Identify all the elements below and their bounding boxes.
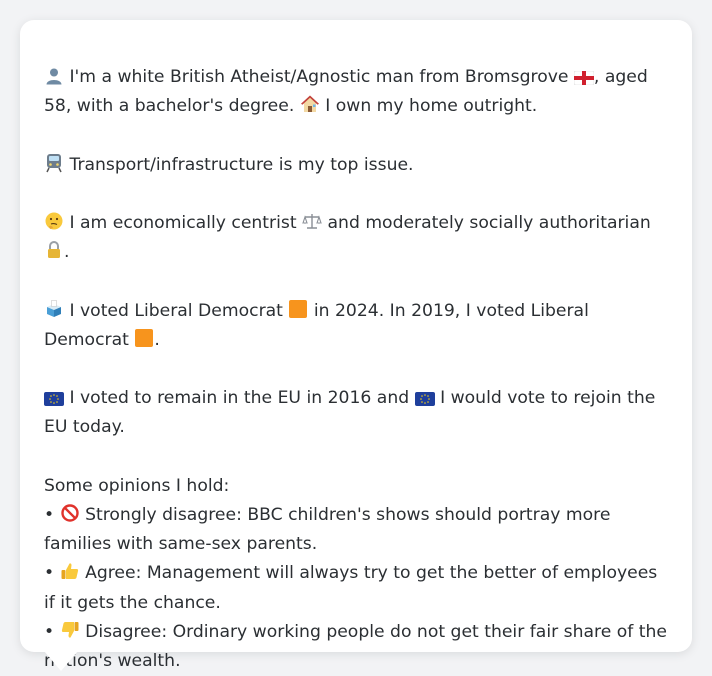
eu-text-b: I would vote to rejoin the EU today.: [44, 388, 656, 438]
orange-square-icon: [288, 299, 308, 319]
thinking-face-icon: [44, 211, 64, 231]
ideology-paragraph: I am economically centrist and moderatel…: [44, 209, 668, 267]
opinion-item: • Disagree: Ordinary working people do n…: [44, 618, 668, 676]
balance-scale-icon: [302, 211, 322, 231]
prohibited-icon: [60, 503, 80, 523]
bullet: •: [44, 504, 55, 525]
issue-paragraph: Transport/infrastructure is my top issue…: [44, 151, 668, 180]
opinion-text: Agree: Management will always try to get…: [44, 563, 658, 613]
house-icon: [300, 94, 320, 114]
thumbs-up-icon: [60, 561, 80, 581]
ballot-box-icon: [44, 299, 64, 319]
opinion-text: Disagree: Ordinary working people do not…: [44, 621, 667, 671]
spacer: [44, 443, 668, 472]
profile-card: I'm a white British Atheist/Agnostic man…: [20, 20, 692, 671]
intro-paragraph: I'm a white British Atheist/Agnostic man…: [44, 63, 668, 121]
ideology-text-c: .: [64, 242, 70, 263]
votes-paragraph: I voted Liberal Democrat in 2024. In 201…: [44, 297, 668, 355]
spacer: [44, 267, 668, 296]
orange-square-icon: [134, 328, 154, 348]
opinion-text: Strongly disagree: BBC children's shows …: [44, 504, 611, 555]
eu-flag-icon: [44, 391, 64, 411]
train-icon: [44, 153, 64, 173]
votes-text-c: .: [154, 329, 160, 350]
votes-text-a: I voted Liberal Democrat: [69, 300, 283, 321]
spacer: [44, 355, 668, 384]
intro-text-c: I own my home outright.: [325, 96, 538, 117]
opinion-item: • Agree: Management will always try to g…: [44, 559, 668, 617]
ideology-text-a: I am economically centrist: [69, 212, 297, 233]
eu-flag-icon: [414, 391, 435, 411]
speech-bubble-tail: [44, 651, 78, 671]
intro-text-b: , aged 58, with a bachelor's degree.: [44, 67, 648, 117]
votes-text-b: in 2024. In 2019, I voted Liberal Democr…: [44, 300, 589, 350]
eu-paragraph: I voted to remain in the EU in 2016 and …: [44, 384, 668, 442]
thumbs-down-icon: [60, 620, 80, 640]
eu-text-a: I voted to remain in the EU in 2016 and: [69, 388, 410, 409]
spacer: [44, 180, 668, 209]
opinion-item: • Strongly disagree: BBC children's show…: [44, 501, 668, 559]
opinions-heading: Some opinions I hold:: [44, 475, 230, 496]
ideology-text-b: and moderately socially authoritarian: [327, 212, 651, 233]
issue-text: Transport/infrastructure is my top issue…: [69, 154, 414, 175]
padlock-icon: [44, 240, 64, 260]
person-silhouette-icon: [44, 67, 64, 87]
spacer: [44, 121, 668, 150]
bullet: •: [44, 563, 55, 584]
england-flag-icon: [573, 70, 595, 90]
bullet: •: [44, 621, 55, 642]
intro-text-a: I'm a white British Atheist/Agnostic man…: [69, 67, 569, 87]
